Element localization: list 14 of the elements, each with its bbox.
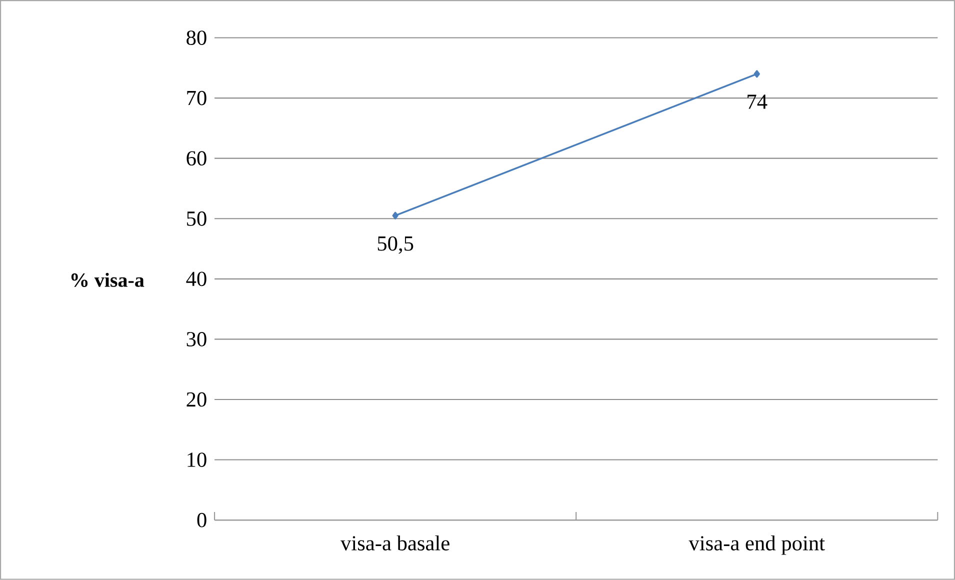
- data-label: 74: [748, 94, 768, 109]
- y-tick-label: 30: [186, 332, 206, 346]
- y-tick-label: 0: [197, 512, 206, 528]
- y-axis-title: % visa-a: [71, 272, 144, 288]
- data-label: 50,5: [378, 236, 414, 254]
- x-tick-label: visa-a basale: [340, 536, 450, 551]
- y-tick-label: 80: [186, 30, 206, 46]
- y-tick-label: 60: [186, 151, 206, 166]
- y-tick-label: 40: [186, 272, 206, 286]
- y-tick-label: 50: [187, 212, 206, 226]
- y-tick-label: 70: [187, 90, 206, 106]
- y-tick-label: 10: [188, 452, 206, 468]
- y-tick-label: 20: [186, 392, 206, 407]
- x-tick-label: visa-a end point: [688, 536, 825, 555]
